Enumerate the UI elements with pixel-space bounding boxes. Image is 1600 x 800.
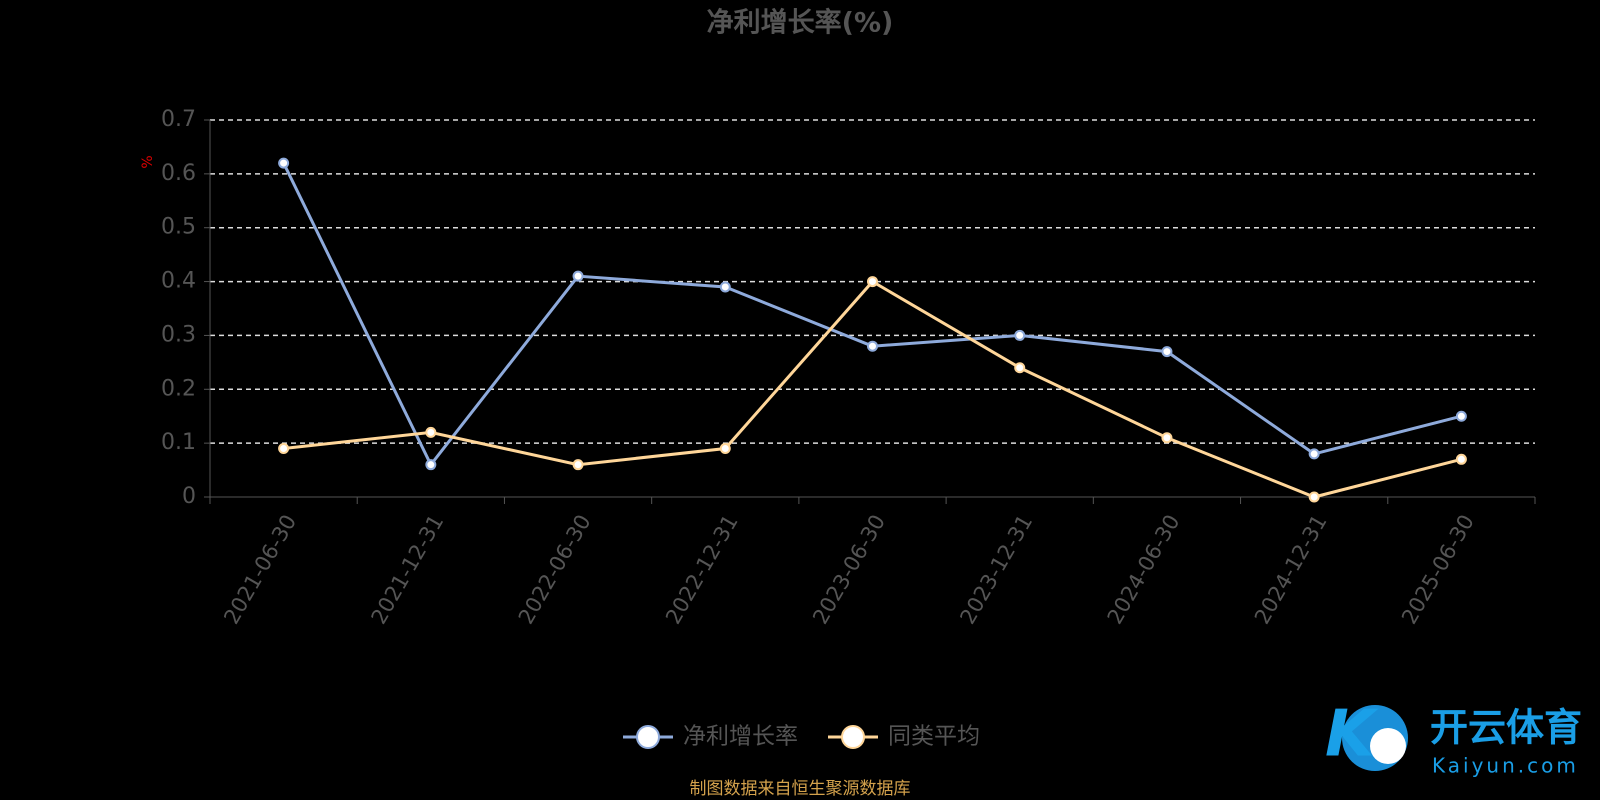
legend: 净利增长率 同类平均 [623, 724, 980, 750]
point [719, 281, 731, 293]
source-note: 制图数据来自恒生聚源数据库 [690, 779, 911, 799]
point [1455, 453, 1467, 465]
x-tick-label: 2024-06-30 [1103, 511, 1185, 629]
point [572, 459, 584, 471]
legend-item: 同类平均 [828, 724, 980, 750]
point [1161, 432, 1173, 444]
point [1014, 329, 1026, 341]
y-axis-label: % [140, 155, 156, 168]
chart-title: 净利增长率(%) [707, 7, 894, 39]
watermark: K 开云体育 Kaiyun.com [1325, 698, 1582, 778]
x-tick-label: 2021-12-31 [367, 511, 449, 629]
y-tick-label: 0.1 [161, 430, 196, 455]
point [1455, 410, 1467, 422]
x-tick-label: 2021-06-30 [219, 511, 301, 629]
point [425, 426, 437, 438]
brand-site: Kaiyun.com [1432, 754, 1579, 778]
point [1308, 448, 1320, 460]
legend-item: 净利增长率 [623, 724, 798, 750]
y-tick-label: 0.7 [161, 107, 196, 132]
point [572, 270, 584, 282]
point [278, 157, 290, 169]
point [1308, 491, 1320, 503]
y-tick-label: 0.6 [161, 161, 196, 186]
point [1014, 362, 1026, 374]
x-tick-label: 2023-06-30 [808, 511, 890, 629]
legend-marker [841, 725, 865, 749]
logo-k: K [1325, 698, 1379, 772]
x-tick-label: 2024-12-31 [1250, 511, 1332, 629]
brand-name: 开云体育 [1430, 706, 1582, 750]
point [425, 459, 437, 471]
legend-label: 同类平均 [888, 724, 980, 750]
point [278, 443, 290, 455]
point [1161, 346, 1173, 358]
y-tick-label: 0.4 [161, 269, 196, 294]
x-tick-label: 2025-06-30 [1397, 511, 1479, 629]
series-line [282, 162, 1462, 468]
x-tick-label: 2023-12-31 [955, 511, 1037, 629]
legend-marker [636, 725, 660, 749]
legend-label: 净利增长率 [683, 724, 798, 750]
point [867, 276, 878, 288]
y-tick-label: 0.5 [161, 215, 196, 240]
point [867, 340, 878, 352]
y-tick-label: 0 [182, 484, 196, 509]
x-tick-label: 2022-12-31 [661, 511, 743, 629]
point [719, 443, 731, 455]
y-tick-label: 0.2 [161, 376, 196, 401]
logo-ball [1370, 728, 1406, 764]
x-tick-label: 2022-06-30 [514, 511, 596, 629]
y-tick-label: 0.3 [161, 322, 196, 347]
